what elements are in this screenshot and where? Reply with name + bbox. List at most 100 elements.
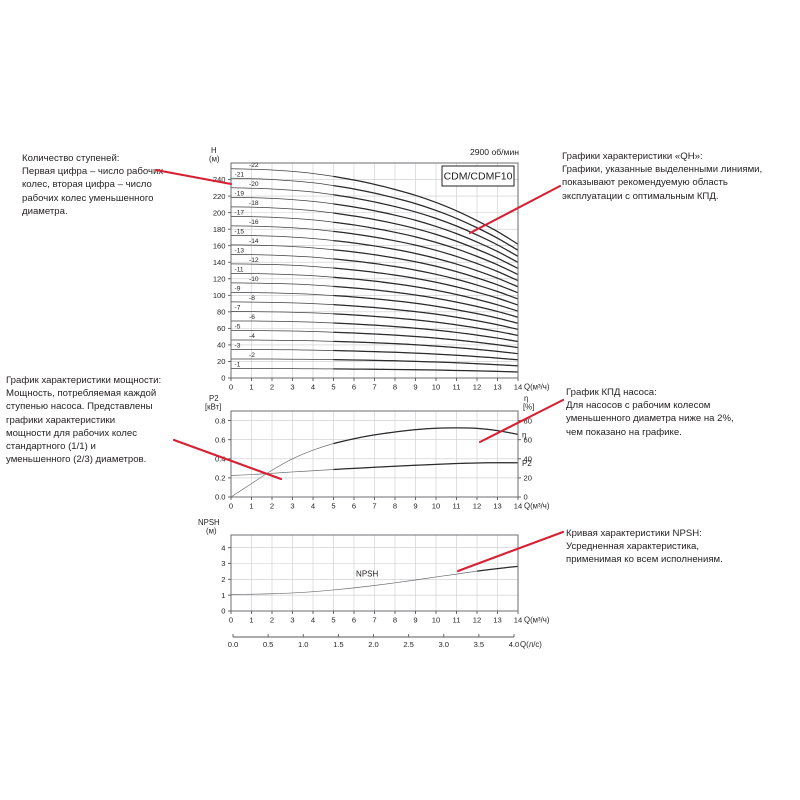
npsh-secondary-xtick-label: 1.0 (298, 640, 309, 649)
annotation-power-line-1: Мощность, потребляемая каждой (6, 388, 157, 400)
qh-stage-label-13: -13 (235, 248, 245, 255)
pointer-qh (468, 184, 562, 235)
annotation-power-line-2: ступенью насоса. Представлены (6, 401, 153, 413)
npsh-xtick-label: 4 (311, 616, 315, 625)
npsh-xtick-label: 5 (331, 616, 335, 625)
qh-curve-highlight-stage-7 (333, 313, 519, 337)
qh-stage-label-6: -6 (249, 314, 255, 321)
pe-yaxis-title: P2 (209, 394, 219, 403)
qh-stage-label-8: -8 (249, 295, 255, 302)
qh-xaxis-title: Q(м³/ч) (524, 383, 550, 392)
annotation-power-line-5: стандартного (1/1) и (6, 441, 96, 453)
npsh-xtick-label: 14 (514, 616, 522, 625)
qh-ytick-label: 220 (213, 192, 226, 201)
qh-curve-highlight-stage-2 (333, 359, 519, 367)
pe-ytick-label: 0.8 (215, 416, 226, 425)
npsh-secondary-xtick-label: 4.0 (509, 640, 520, 649)
annotation-efficiency-line-3: чем показано на графике. (566, 426, 682, 438)
qh-curve-highlight-stage-17 (333, 221, 519, 276)
qh-xtick-label: 9 (413, 383, 417, 392)
qh-ytick-label: 200 (213, 208, 226, 217)
npsh-ytick-label: 0 (221, 607, 225, 616)
curve-label-P2: P2 (522, 459, 532, 468)
qh-stage-label-22: -22 (249, 162, 259, 169)
qh-stage-label-17: -17 (235, 210, 245, 217)
npsh-secondary-xtick-label: 0.5 (263, 640, 274, 649)
qh-xtick-label: 13 (493, 383, 501, 392)
annotation-efficiency-line-1: Для насосов с рабочим колесом (566, 400, 711, 412)
qh-curve-highlight-stage-22 (333, 175, 519, 245)
qh-stage-label-20: -20 (249, 181, 259, 188)
qh-ytick-label: 0 (221, 374, 225, 383)
pe-xtick-label: 12 (473, 502, 481, 511)
annotation-qh-heading: Графики характеристики «QH»: (562, 151, 703, 162)
pe-ytick-label: 0.6 (215, 435, 226, 444)
qh-stage-label-3: -3 (235, 343, 241, 350)
qh-curve-highlight-stage-6 (333, 322, 519, 343)
pe-y2tick-label: 0 (524, 493, 528, 502)
qh-stage-label-19: -19 (235, 191, 245, 198)
qh-stage-label-16: -16 (249, 219, 259, 226)
pe-y2tick-label: 80 (524, 416, 532, 425)
qh-curve-highlight-stage-8 (333, 304, 519, 330)
qh-ytick-label: 240 (213, 175, 226, 184)
annotation-qh-line-2: показывают рекомендуемую область (562, 177, 728, 189)
qh-curve-highlight-stage-18 (333, 212, 519, 270)
annotation-npsh: Кривая характеристики NPSH: Усредненная … (566, 527, 800, 567)
qh-stage-label-12: -12 (249, 257, 259, 264)
npsh-secondary-xtick-label: 0.0 (228, 640, 239, 649)
pe-xaxis-title: Q(м³/ч) (524, 502, 550, 511)
qh-curve-highlight-stage-21 (333, 184, 519, 251)
annotation-stages-heading: Количество ступеней: (22, 153, 120, 164)
qh-stage-label-15: -15 (235, 229, 245, 236)
annotation-npsh-heading: Кривая характеристики NPSH: (566, 528, 702, 539)
npsh-secondary-xtick-label: 1.5 (333, 640, 344, 649)
qh-curve-highlight-stage-1 (333, 368, 519, 373)
pointer-efficiency (478, 398, 565, 444)
qh-yaxis-unit: (м) (209, 155, 220, 164)
npsh-xtick-label: 0 (229, 616, 233, 625)
qh-xtick-label: 2 (270, 383, 274, 392)
qh-stage-label-2: -2 (249, 352, 255, 359)
qh-stage-label-10: -10 (249, 276, 259, 283)
npsh-yaxis-unit: (м) (206, 527, 217, 536)
annotation-stages-line-3: рабочих колес уменьшенного (22, 192, 154, 204)
qh-xtick-label: 12 (473, 383, 481, 392)
annotation-qh: Графики характеристики «QH»: Графики, ук… (562, 150, 800, 203)
npsh-xtick-label: 9 (413, 616, 417, 625)
qh-curve-highlight-stage-13 (333, 258, 519, 300)
annotation-stages-line-4: диаметра. (22, 205, 68, 217)
annotation-power-line-6: уменьшенного (2/3) диаметров. (6, 454, 147, 466)
pe-y2axis-unit: [%] (523, 403, 534, 412)
qh-speed-label: 2900 об/мин (470, 147, 519, 157)
qh-xtick-label: 10 (432, 383, 440, 392)
pe-xtick-label: 11 (453, 502, 461, 511)
annotation-efficiency-heading: График КПД насоса: (566, 387, 657, 398)
qh-xtick-label: 5 (331, 383, 335, 392)
qh-curve-highlight-stage-11 (333, 276, 519, 312)
curve-npsh-full (230, 566, 519, 595)
pe-xtick-label: 9 (413, 502, 417, 511)
annotation-npsh-line-2: применимая ко всем исполнениям. (566, 554, 723, 566)
qh-yaxis-title: H (211, 146, 217, 155)
qh-stage-label-14: -14 (249, 238, 259, 245)
pe-yaxis-unit: [кВт] (205, 403, 221, 412)
pe-xtick-label: 0 (229, 502, 233, 511)
qh-curve-highlight-stage-9 (333, 294, 519, 324)
qh-model-title: CDM/CDMF10 (444, 171, 513, 183)
npsh-xtick-label: 8 (393, 616, 397, 625)
curve-P2-highlight (333, 462, 519, 471)
pe-xtick-label: 7 (372, 502, 376, 511)
qh-ytick-label: 160 (213, 241, 226, 250)
qh-ytick-label: 180 (213, 225, 226, 234)
pointer-stages (154, 168, 233, 186)
pe-xtick-label: 3 (290, 502, 294, 511)
npsh-xtick-label: 2 (270, 616, 274, 625)
qh-xtick-label: 11 (453, 383, 461, 392)
curve-label-npsh: NPSH (356, 569, 378, 578)
qh-curve-highlight-stage-20 (333, 194, 519, 257)
pe-xtick-label: 1 (249, 502, 253, 511)
